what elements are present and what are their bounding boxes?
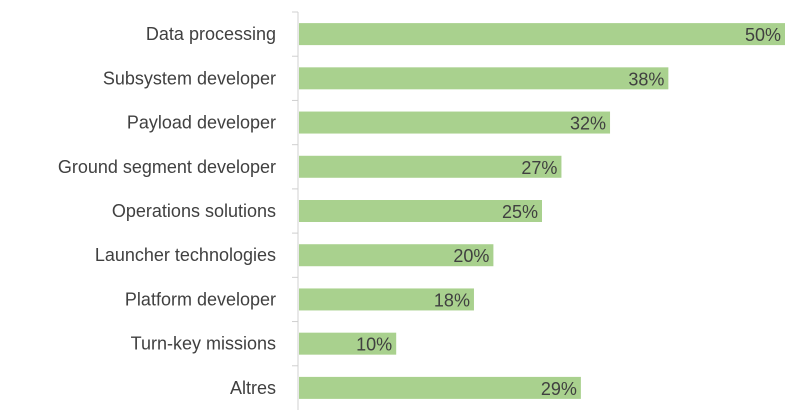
data-label: 38%	[628, 69, 664, 89]
bar	[299, 200, 542, 222]
data-label: 18%	[434, 290, 470, 310]
bar	[299, 244, 494, 267]
data-label: 50%	[745, 25, 781, 45]
category-label: Subsystem developer	[103, 68, 276, 88]
bar	[299, 376, 581, 399]
category-label: Platform developer	[125, 289, 276, 309]
data-label: 20%	[453, 246, 489, 266]
category-label: Turn-key missions	[131, 334, 276, 354]
data-label: 29%	[541, 379, 577, 399]
data-label: 25%	[502, 202, 538, 222]
category-label: Payload developer	[127, 113, 276, 133]
bar	[299, 111, 611, 134]
bar	[299, 288, 474, 311]
category-label: Altres	[230, 378, 276, 398]
category-label: Launcher technologies	[95, 245, 276, 265]
data-label: 27%	[521, 158, 557, 178]
data-label: 10%	[356, 335, 392, 355]
bar	[299, 67, 669, 90]
bar	[299, 155, 562, 178]
data-label: 32%	[570, 114, 606, 134]
bar	[299, 332, 397, 355]
category-label: Data processing	[146, 24, 276, 44]
category-label: Ground segment developer	[58, 157, 276, 177]
bar	[299, 23, 785, 46]
category-label: Operations solutions	[112, 201, 276, 221]
